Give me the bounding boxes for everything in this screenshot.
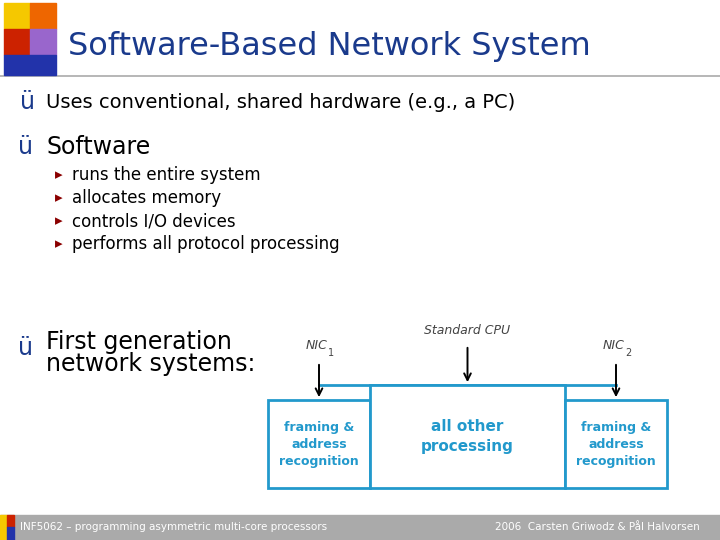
Bar — [4, 55, 56, 75]
Text: ü: ü — [18, 135, 33, 159]
Text: NIC: NIC — [306, 339, 328, 352]
Bar — [370, 385, 565, 488]
Bar — [0, 515, 720, 540]
Bar — [30, 3, 56, 29]
Text: ▸: ▸ — [55, 213, 63, 228]
Text: ▸: ▸ — [55, 191, 63, 206]
Text: Uses conventional, shared hardware (e.g., a PC): Uses conventional, shared hardware (e.g.… — [46, 92, 516, 111]
Text: Software: Software — [46, 135, 150, 159]
Text: allocates memory: allocates memory — [72, 189, 221, 207]
Text: ▸: ▸ — [55, 167, 63, 183]
Text: controls I/O devices: controls I/O devices — [72, 212, 235, 230]
Text: 2006  Carsten Griwodz & Pål Halvorsen: 2006 Carsten Griwodz & Pål Halvorsen — [495, 523, 700, 532]
Bar — [268, 400, 370, 488]
Bar — [7, 515, 14, 527]
Text: NIC: NIC — [603, 339, 625, 352]
Text: all other
processing: all other processing — [421, 419, 514, 454]
Bar — [7, 527, 14, 540]
Text: framing &
address
recognition: framing & address recognition — [576, 421, 656, 468]
Text: framing &
address
recognition: framing & address recognition — [279, 421, 359, 468]
Bar — [30, 29, 56, 55]
Text: First generation: First generation — [46, 330, 232, 354]
Text: Software-Based Network System: Software-Based Network System — [68, 30, 590, 62]
Bar — [0, 515, 7, 540]
Bar — [4, 29, 30, 55]
Bar — [4, 3, 30, 29]
Text: ▸: ▸ — [55, 237, 63, 252]
Text: performs all protocol processing: performs all protocol processing — [72, 235, 340, 253]
Text: 2: 2 — [625, 348, 631, 358]
Text: runs the entire system: runs the entire system — [72, 166, 261, 184]
Bar — [565, 400, 667, 488]
Text: Standard CPU: Standard CPU — [424, 324, 510, 337]
Text: ü: ü — [20, 90, 35, 114]
Text: ü: ü — [18, 336, 33, 360]
Text: network systems:: network systems: — [46, 352, 256, 376]
Text: 1: 1 — [328, 348, 334, 358]
Text: INF5062 – programming asymmetric multi-core processors: INF5062 – programming asymmetric multi-c… — [20, 523, 327, 532]
